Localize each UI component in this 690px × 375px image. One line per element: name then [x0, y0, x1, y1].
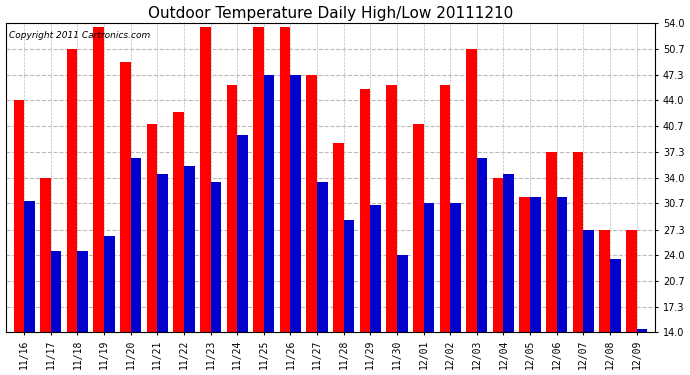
- Bar: [173, 112, 184, 375]
- Bar: [386, 85, 397, 375]
- Bar: [413, 124, 424, 375]
- Bar: [40, 178, 51, 375]
- Bar: [210, 182, 221, 375]
- Bar: [450, 203, 461, 375]
- Text: Copyright 2011 Cartronics.com: Copyright 2011 Cartronics.com: [9, 31, 150, 40]
- Bar: [440, 85, 450, 375]
- Bar: [14, 100, 24, 375]
- Bar: [157, 174, 168, 375]
- Bar: [184, 166, 195, 375]
- Bar: [371, 205, 381, 375]
- Bar: [637, 328, 647, 375]
- Title: Outdoor Temperature Daily High/Low 20111210: Outdoor Temperature Daily High/Low 20111…: [148, 6, 513, 21]
- Bar: [317, 182, 328, 375]
- Bar: [466, 49, 477, 375]
- Bar: [279, 27, 290, 375]
- Bar: [24, 201, 34, 375]
- Bar: [344, 220, 355, 375]
- Bar: [147, 124, 157, 375]
- Bar: [253, 27, 264, 375]
- Bar: [557, 197, 567, 375]
- Bar: [226, 85, 237, 375]
- Bar: [130, 159, 141, 375]
- Bar: [546, 152, 557, 375]
- Bar: [610, 259, 620, 375]
- Bar: [333, 143, 344, 375]
- Bar: [626, 230, 637, 375]
- Bar: [200, 27, 210, 375]
- Bar: [306, 75, 317, 375]
- Bar: [290, 75, 301, 375]
- Bar: [530, 197, 541, 375]
- Bar: [493, 178, 504, 375]
- Bar: [397, 255, 408, 375]
- Bar: [504, 174, 514, 375]
- Bar: [424, 203, 434, 375]
- Bar: [264, 75, 275, 375]
- Bar: [67, 49, 77, 375]
- Bar: [120, 62, 130, 375]
- Bar: [93, 27, 104, 375]
- Bar: [583, 230, 594, 375]
- Bar: [520, 197, 530, 375]
- Bar: [359, 89, 371, 375]
- Bar: [600, 230, 610, 375]
- Bar: [104, 236, 115, 375]
- Bar: [573, 152, 583, 375]
- Bar: [477, 159, 487, 375]
- Bar: [237, 135, 248, 375]
- Bar: [77, 251, 88, 375]
- Bar: [51, 251, 61, 375]
